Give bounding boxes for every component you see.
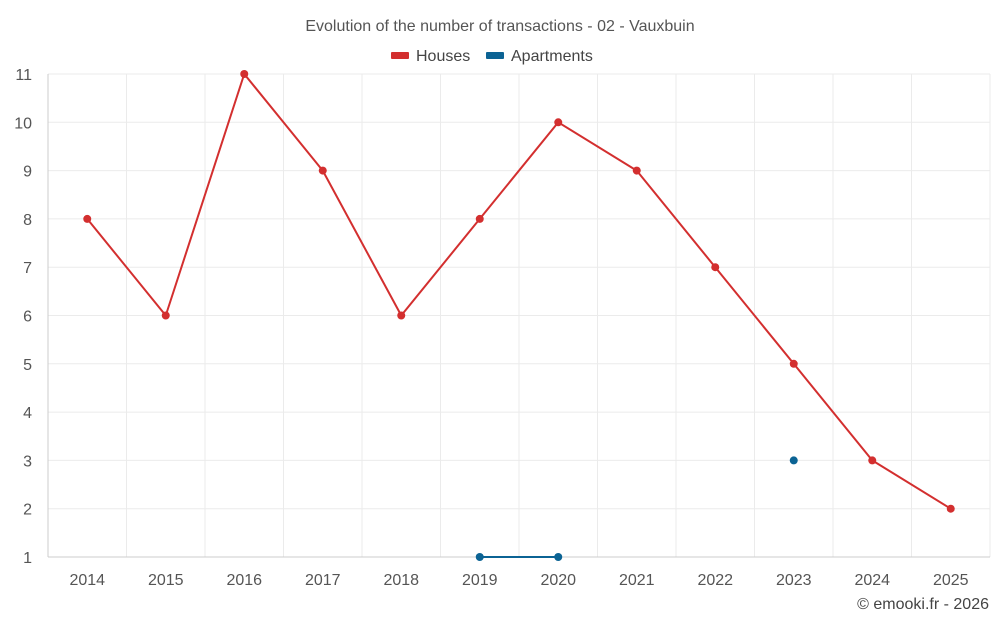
series-line-segment-houses	[635, 169, 717, 269]
x-tick-label: 2016	[226, 572, 262, 589]
x-tick-label: 2025	[933, 572, 969, 589]
credit-text: © emooki.fr - 2026	[857, 596, 989, 613]
data-point-houses[interactable]	[554, 118, 563, 127]
series-line-segment-houses	[321, 169, 403, 317]
legend-swatch-houses[interactable]	[391, 52, 409, 59]
x-tick-label: 2022	[697, 572, 733, 589]
data-point-houses[interactable]	[318, 166, 327, 175]
x-tick-label: 2019	[462, 572, 498, 589]
series-line-segment-houses	[164, 73, 246, 317]
y-tick-label: 8	[23, 212, 32, 229]
x-tick-label: 2018	[383, 572, 419, 589]
data-point-houses[interactable]	[83, 214, 92, 223]
data-point-houses[interactable]	[475, 214, 484, 223]
y-tick-label: 10	[14, 115, 32, 132]
data-point-houses[interactable]	[946, 504, 955, 513]
x-tick-label: 2023	[776, 572, 812, 589]
x-tick-label: 2024	[854, 572, 890, 589]
series-line-segment-houses	[714, 266, 795, 365]
data-point-apartments[interactable]	[554, 553, 563, 561]
series-line-segment-houses	[86, 217, 167, 317]
data-point-houses[interactable]	[397, 311, 406, 320]
x-axis-ticks: 2014 2015 2016 2017 2018 2019 2020 2021 2022 2023…	[69, 572, 968, 589]
x-tick-label: 2020	[540, 572, 576, 589]
y-axis-ticks: 1 2 3 4 5 6 7 8 9 10 11	[14, 67, 32, 567]
y-tick-label: 6	[23, 309, 32, 326]
y-tick-label: 5	[23, 357, 32, 374]
y-tick-label: 2	[23, 502, 32, 519]
data-point-houses[interactable]	[868, 456, 877, 465]
legend-label-houses[interactable]: Houses	[416, 48, 470, 65]
series	[83, 70, 955, 561]
y-tick-label: 9	[23, 164, 32, 181]
y-tick-label: 1	[23, 550, 32, 567]
x-tick-label: 2021	[619, 572, 655, 589]
legend-swatch-apartments[interactable]	[486, 52, 504, 59]
x-tick-label: 2017	[305, 572, 341, 589]
series-line-segment-houses	[400, 217, 481, 317]
series-line-segment-houses	[243, 73, 324, 172]
series-line-segment-houses	[478, 121, 560, 220]
legend-label-apartments[interactable]: Apartments	[511, 48, 593, 65]
y-tick-label: 4	[23, 405, 32, 422]
data-point-apartments[interactable]	[789, 456, 798, 465]
series-line-segment-houses	[871, 459, 952, 510]
data-point-houses[interactable]	[240, 70, 249, 78]
data-point-apartments[interactable]	[475, 553, 484, 561]
data-point-houses[interactable]	[632, 166, 641, 175]
y-tick-label: 3	[23, 453, 32, 470]
x-tick-label: 2015	[148, 572, 184, 589]
data-point-houses[interactable]	[161, 311, 170, 320]
gridlines	[48, 73, 991, 557]
chart-title: Evolution of the number of transactions …	[305, 18, 694, 35]
data-point-houses[interactable]	[711, 263, 720, 272]
y-tick-label: 7	[23, 260, 32, 277]
series-line-segment-houses	[792, 362, 874, 462]
y-tick-label: 11	[15, 67, 32, 84]
legend[interactable]: Houses Apartments	[391, 48, 593, 65]
x-tick-label: 2014	[69, 572, 105, 589]
series-line-segment-houses	[557, 121, 638, 172]
data-point-houses[interactable]	[789, 359, 798, 368]
